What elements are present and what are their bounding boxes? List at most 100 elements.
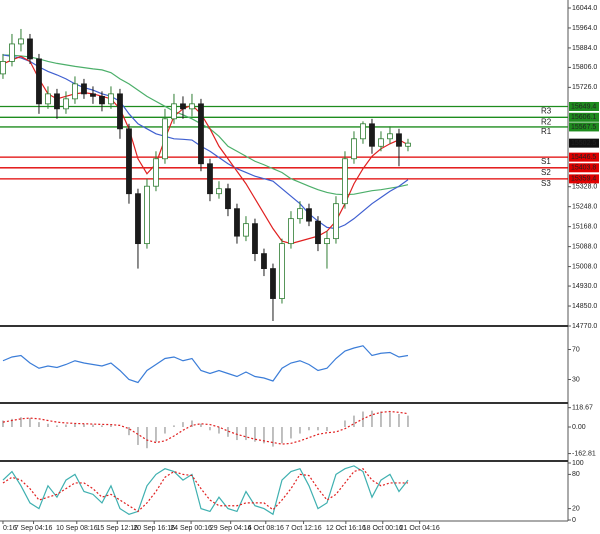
moving-average xyxy=(2,55,409,245)
level-label-box xyxy=(569,112,599,122)
y-tick-label: 118.67 xyxy=(572,405,593,412)
y-tick-label: 15964.0 xyxy=(572,25,597,32)
level-name: R2 xyxy=(541,117,552,126)
candle-body xyxy=(243,223,249,237)
level-label-box xyxy=(569,101,599,111)
candle-body xyxy=(189,103,195,110)
candle-body xyxy=(360,123,366,140)
y-tick-label: 80 xyxy=(572,471,580,478)
candle-body xyxy=(144,185,150,245)
y-tick-label: 14930.0 xyxy=(572,283,597,290)
moving-average xyxy=(2,54,409,230)
candle-body xyxy=(9,43,15,62)
candle-body xyxy=(288,218,294,245)
candle-body xyxy=(90,93,96,97)
candle-body xyxy=(198,103,204,165)
y-tick-label: 70 xyxy=(572,346,580,353)
y-tick-label: 14850.0 xyxy=(572,303,597,310)
candle-body xyxy=(270,268,276,299)
y-tick-label: 0.00 xyxy=(572,424,586,431)
x-tick-label: 15 Sep 12:16 xyxy=(96,525,138,532)
y-tick-label: 30 xyxy=(572,376,580,383)
candle-body xyxy=(126,128,132,195)
moving-average xyxy=(2,54,409,196)
y-tick-label: 16044.0 xyxy=(572,5,597,12)
y-tick-label: 15884.0 xyxy=(572,45,597,52)
candle-body xyxy=(18,38,24,45)
candle-body xyxy=(378,138,384,147)
candle-body xyxy=(306,208,312,222)
level-name: S1 xyxy=(541,157,551,166)
level-label-box xyxy=(569,174,599,184)
candle-body xyxy=(396,133,402,147)
candle-body xyxy=(171,103,177,120)
y-tick-label: 14770.0 xyxy=(572,323,597,330)
x-tick-label: 0:16 xyxy=(3,525,17,532)
candle-body xyxy=(315,220,321,245)
level-label: 15359.4 xyxy=(571,176,596,183)
candle-body xyxy=(216,188,222,195)
x-tick-label: 24 Sep 00:16 xyxy=(170,525,212,532)
x-tick-label: 10 Sep 08:16 xyxy=(56,525,98,532)
indicator-line xyxy=(2,468,408,513)
candle-body xyxy=(81,83,87,95)
level-label: 15649.4 xyxy=(571,103,596,110)
y-tick-label: -162.81 xyxy=(572,450,596,457)
candle-body xyxy=(207,163,213,195)
y-tick-label: 15168.0 xyxy=(572,223,597,230)
candle-body xyxy=(342,158,348,205)
candle-body xyxy=(180,103,186,110)
level-label-box xyxy=(569,163,599,173)
indicator-line xyxy=(2,345,409,384)
x-tick-label: 12 Oct 16:16 xyxy=(326,525,366,532)
indicator-line xyxy=(2,465,409,516)
x-tick-label: 20 Sep 16:16 xyxy=(133,525,175,532)
candle-body xyxy=(279,243,285,299)
candle-body xyxy=(261,253,267,269)
candle-body xyxy=(153,158,159,187)
level-name: S2 xyxy=(541,168,551,177)
y-tick-label: 15328.0 xyxy=(572,184,597,191)
x-tick-label: 18 Oct 00:16 xyxy=(363,525,403,532)
candle-body xyxy=(36,58,42,105)
level-label: 15446.5 xyxy=(571,154,596,161)
y-tick-label: 15726.0 xyxy=(572,84,597,91)
y-tick-label: 15088.0 xyxy=(572,243,597,250)
last-price-box xyxy=(569,138,599,148)
x-tick-label: 4 Oct 08:16 xyxy=(248,525,284,532)
x-tick-label: 29 Sep 04:16 xyxy=(210,525,252,532)
candle-body xyxy=(252,223,258,255)
x-tick-label: 21 Oct 04:16 xyxy=(400,525,440,532)
candle-body xyxy=(405,142,411,147)
level-label-box xyxy=(569,122,599,132)
candle-body xyxy=(297,208,303,220)
candle-body xyxy=(225,188,231,210)
candle-body xyxy=(54,93,60,110)
level-name: S3 xyxy=(541,179,551,188)
candle-body xyxy=(99,95,105,105)
candle-body xyxy=(63,98,69,110)
y-tick-label: 0 xyxy=(572,517,576,524)
candle-body xyxy=(351,138,357,160)
level-label: 15567.5 xyxy=(571,124,596,131)
level-name: R1 xyxy=(541,127,552,136)
candle-body xyxy=(27,38,33,60)
candle-body xyxy=(0,61,6,75)
candle-body xyxy=(333,203,339,240)
candle-body xyxy=(108,93,114,105)
y-tick-label: 20 xyxy=(572,505,580,512)
y-tick-label: 100 xyxy=(572,460,584,467)
level-label: 15606.1 xyxy=(571,114,596,121)
candle-body xyxy=(45,93,51,105)
macd-signal xyxy=(2,410,409,445)
candle-body xyxy=(117,93,123,130)
level-label-box xyxy=(569,152,599,162)
candle-body xyxy=(72,83,78,100)
candle-body xyxy=(234,208,240,237)
x-tick-label: 7 Oct 12:16 xyxy=(285,525,321,532)
candle-body xyxy=(162,118,168,160)
y-tick-label: 15248.0 xyxy=(572,204,597,211)
x-tick-label: 7 Sep 04:16 xyxy=(15,525,53,532)
